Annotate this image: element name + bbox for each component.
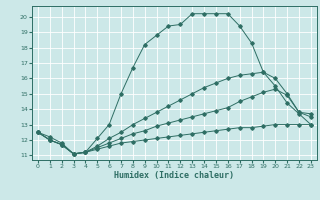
- X-axis label: Humidex (Indice chaleur): Humidex (Indice chaleur): [115, 171, 234, 180]
